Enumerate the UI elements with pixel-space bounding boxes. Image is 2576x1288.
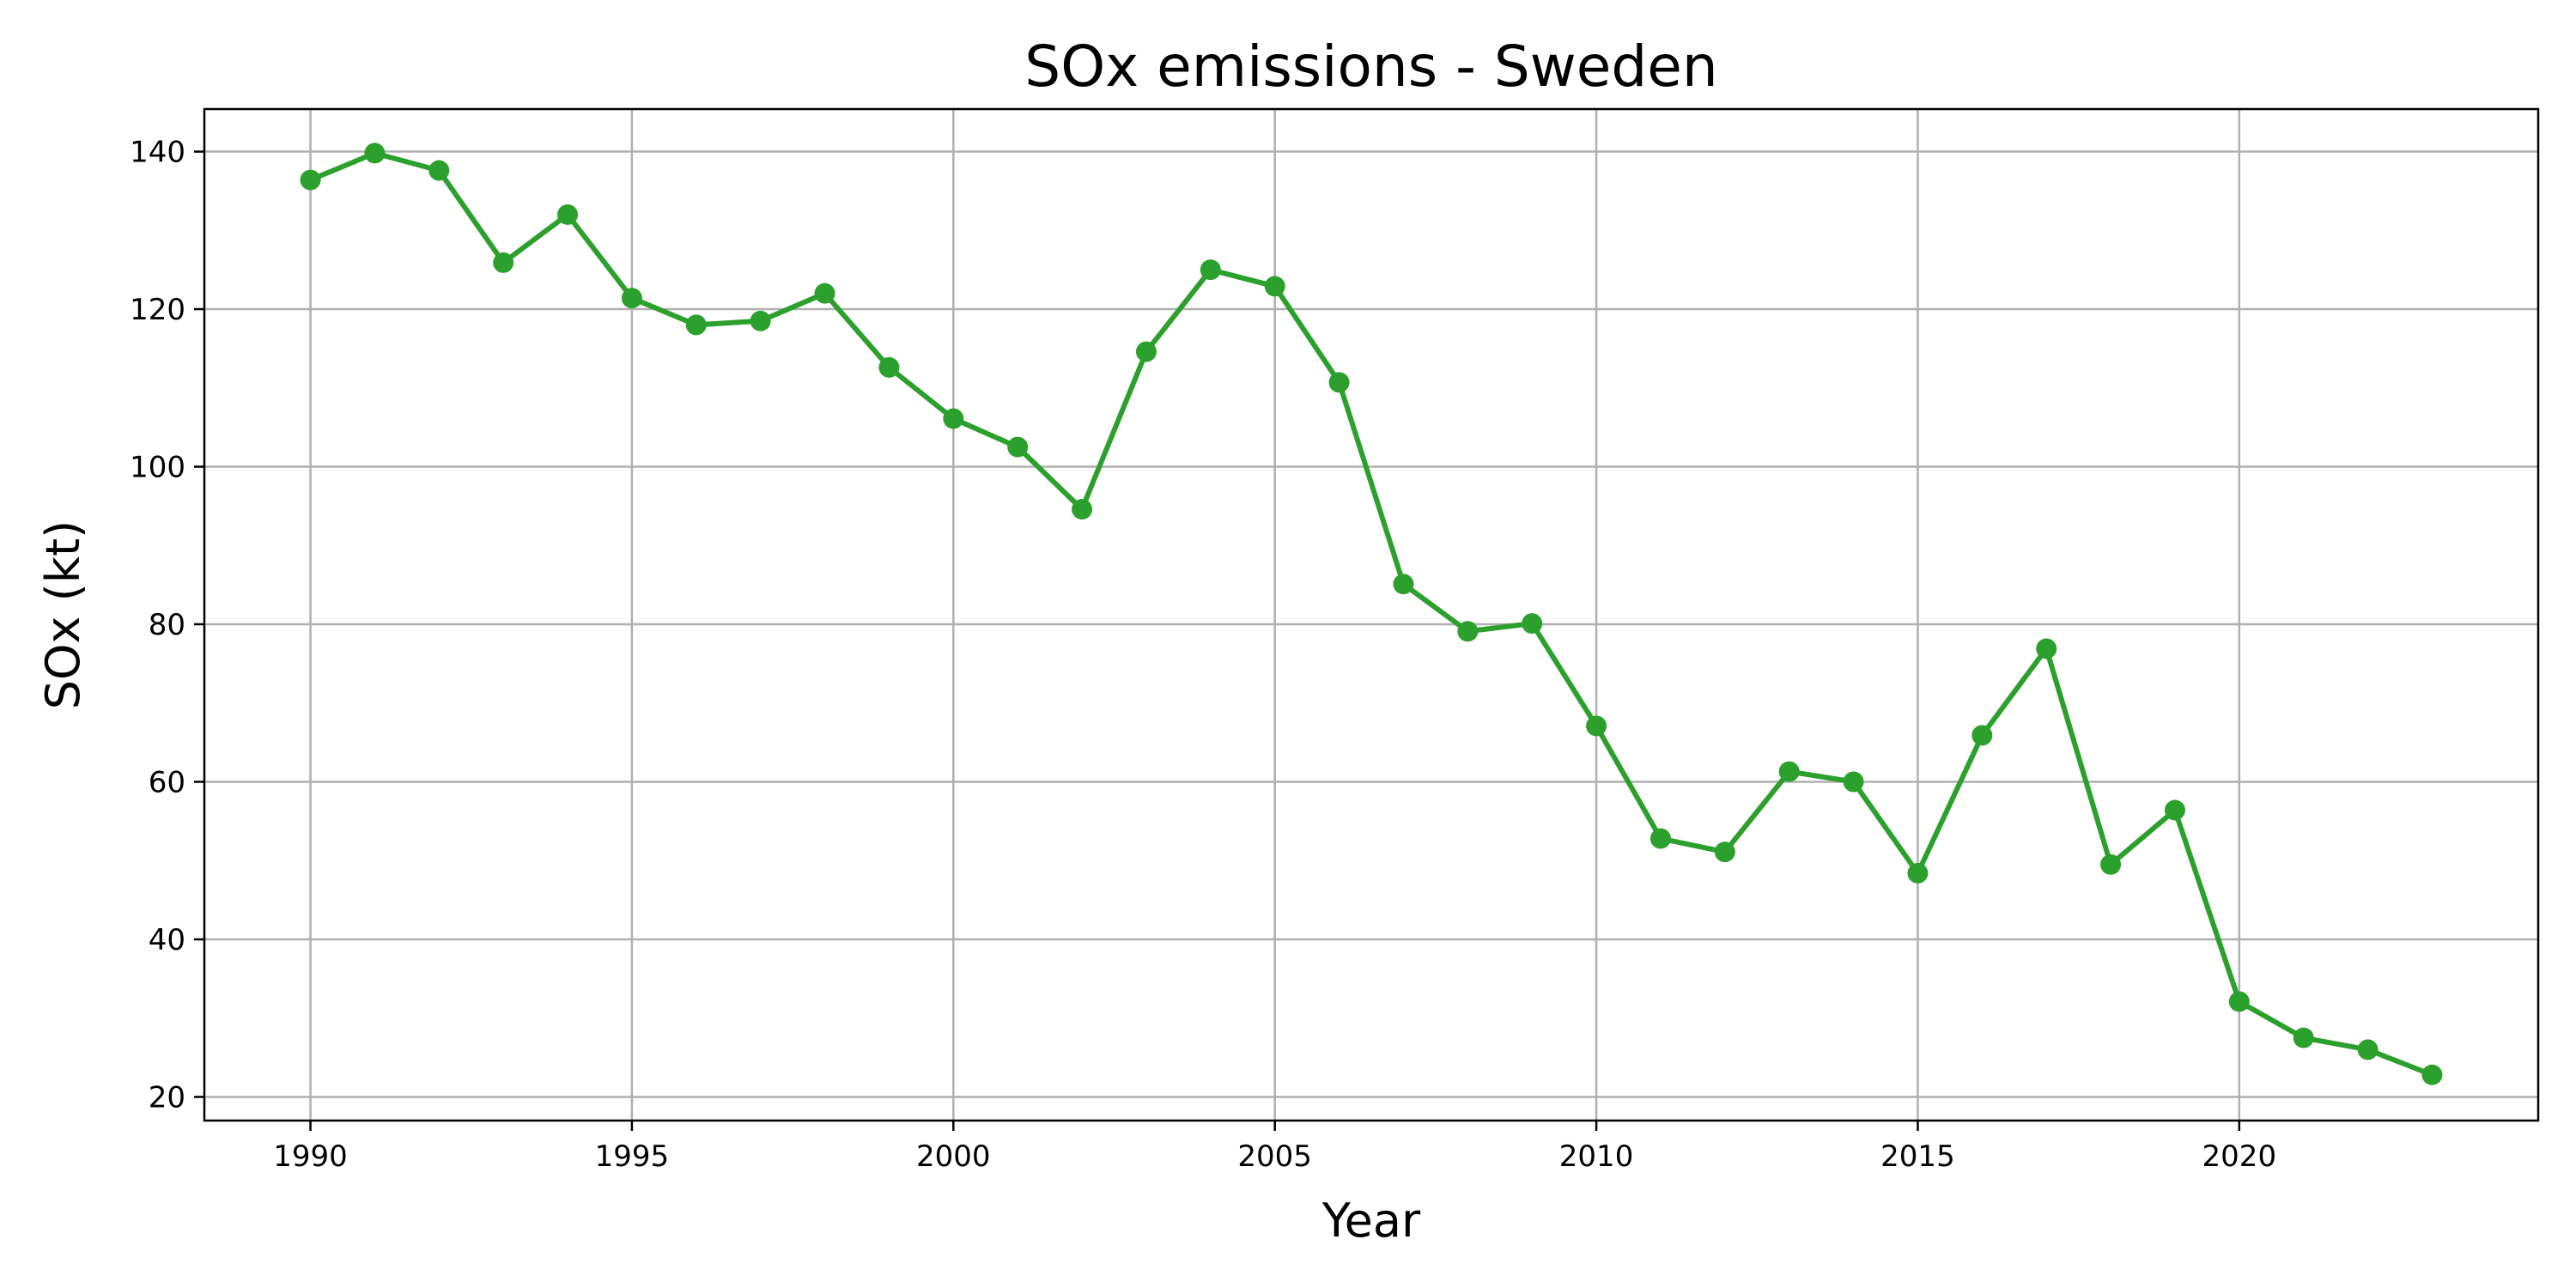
data-point — [1907, 862, 1929, 884]
data-point — [493, 252, 514, 273]
data-point — [1072, 499, 1093, 520]
data-point — [1843, 771, 1864, 793]
data-point — [1971, 725, 1993, 746]
data-point — [1393, 574, 1414, 595]
x-tick-label: 2020 — [2202, 1139, 2277, 1174]
data-point — [1264, 276, 1285, 297]
data-point — [1649, 828, 1671, 849]
x-tick-label: 2000 — [916, 1139, 991, 1174]
y-tick-label: 80 — [149, 608, 185, 642]
data-point — [621, 288, 642, 309]
data-point — [1457, 621, 1479, 642]
y-tick-label: 120 — [130, 293, 185, 327]
y-tick-label: 20 — [149, 1080, 185, 1115]
data-point — [685, 314, 707, 336]
plot-frame — [203, 107, 2540, 1122]
y-tick-label: 140 — [130, 136, 185, 170]
data-point — [1522, 613, 1543, 635]
x-tick-label: 2015 — [1880, 1139, 1955, 1174]
data-point — [1328, 372, 1350, 393]
data-point — [364, 143, 386, 164]
data-point — [814, 283, 835, 304]
data-point — [750, 310, 771, 331]
ticks: 1990 1995 2000 2005 2010 2015 2020204060801001… — [130, 136, 2276, 1174]
data-point — [557, 204, 579, 225]
data-point — [428, 160, 450, 181]
y-axis-label: SOx (kt) — [36, 520, 90, 709]
data-point — [300, 169, 321, 191]
series-line — [309, 150, 2433, 1078]
data-point — [2036, 638, 2057, 659]
chart-title: SOx emissions - Sweden — [1024, 33, 1717, 100]
x-axis-label: Year — [1321, 1194, 1421, 1248]
data-point — [1135, 341, 1157, 362]
data-point — [2100, 854, 2122, 875]
y-tick-label: 100 — [130, 451, 185, 485]
data-point — [943, 408, 964, 429]
series — [300, 143, 2443, 1085]
data-point — [1007, 436, 1029, 458]
x-tick-label: 1990 — [273, 1139, 348, 1174]
data-point — [2164, 799, 2185, 821]
data-point — [1714, 841, 1735, 863]
y-tick-label: 60 — [149, 765, 185, 799]
data-point — [878, 356, 900, 378]
data-point — [2421, 1064, 2443, 1085]
grid — [204, 109, 2538, 1121]
x-tick-label: 2010 — [1559, 1139, 1634, 1174]
data-point — [1586, 715, 1607, 737]
data-point — [2293, 1027, 2314, 1048]
data-point — [1200, 259, 1221, 281]
data-point — [1778, 761, 1800, 782]
x-tick-label: 1995 — [595, 1139, 670, 1174]
data-point — [2228, 991, 2250, 1012]
x-tick-label: 2005 — [1237, 1139, 1312, 1174]
data-point — [2357, 1039, 2379, 1060]
y-tick-label: 40 — [149, 923, 185, 957]
